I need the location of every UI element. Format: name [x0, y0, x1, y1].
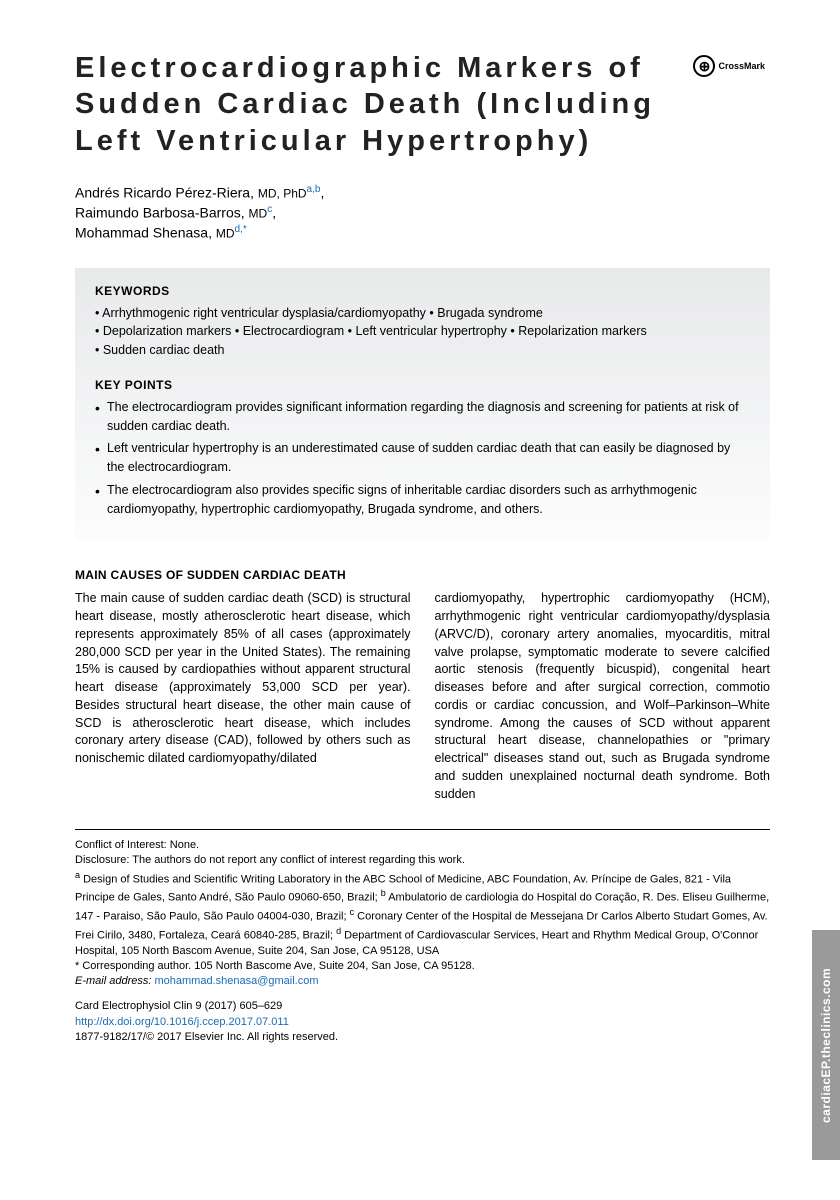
author-list: Andrés Ricardo Pérez-Riera, MD, PhDa,b, …	[75, 183, 770, 244]
footnote-separator	[75, 829, 770, 830]
crossmark-label: CrossMark	[718, 61, 765, 71]
crossmark-icon: ⊕	[693, 55, 715, 77]
conflict-line: Conflict of Interest: None.	[75, 838, 770, 853]
aff-sup-a: a	[75, 870, 80, 880]
crossmark-badge[interactable]: ⊕ CrossMark	[693, 55, 765, 77]
author-line: Andrés Ricardo Pérez-Riera, MD, PhDa,b,	[75, 183, 770, 203]
affiliations-text: a Design of Studies and Scientific Writi…	[75, 869, 770, 959]
citation-line: Card Electrophysiol Clin 9 (2017) 605–62…	[75, 999, 770, 1014]
keywords-heading: KEYWORDS	[95, 284, 750, 298]
author-aff-sup: c	[267, 204, 272, 215]
doi-link[interactable]: http://dx.doi.org/10.1016/j.ccep.2017.07…	[75, 1016, 289, 1028]
section-heading: MAIN CAUSES OF SUDDEN CARDIAC DEATH	[75, 568, 770, 582]
body-columns: The main cause of sudden cardiac death (…	[75, 590, 770, 803]
author-line: Raimundo Barbosa-Barros, MDc,	[75, 203, 770, 223]
email-label: E-mail address:	[75, 975, 151, 987]
author-degrees: MD, PhD	[258, 186, 307, 200]
keypoints-heading: KEY POINTS	[95, 378, 750, 392]
aff-sup-c: c	[350, 907, 355, 917]
article-title: Electrocardiographic Markers of Sudden C…	[75, 50, 715, 159]
author-aff-sup: a,b	[307, 184, 321, 195]
keypoints-list: The electrocardiogram provides significa…	[95, 398, 750, 519]
author-degrees: MD	[216, 227, 235, 241]
author-name: Mohammad Shenasa	[75, 225, 208, 241]
keypoint-item: Left ventricular hypertrophy is an under…	[95, 439, 750, 477]
copyright-line: 1877-9182/17/© 2017 Elsevier Inc. All ri…	[75, 1030, 770, 1045]
citation-meta: Card Electrophysiol Clin 9 (2017) 605–62…	[75, 999, 770, 1045]
author-name: Raimundo Barbosa-Barros	[75, 205, 241, 221]
aff-sup-b: b	[381, 888, 386, 898]
body-col-right: cardiomyopathy, hypertrophic cardiomyopa…	[435, 590, 771, 803]
author-name: Andrés Ricardo Pérez-Riera	[75, 184, 250, 200]
author-line: Mohammad Shenasa, MDd,*	[75, 223, 770, 243]
keywords-line: • Arrhythmogenic right ventricular dyspl…	[95, 304, 750, 323]
keypoint-item: The electrocardiogram provides significa…	[95, 398, 750, 436]
email-link[interactable]: mohammad.shenasa@gmail.com	[154, 975, 318, 987]
body-col-left: The main cause of sudden cardiac death (…	[75, 590, 411, 803]
aff-sup-d: d	[336, 926, 341, 936]
corresponding-line: * Corresponding author. 105 North Bascom…	[75, 959, 770, 974]
footnotes-block: Conflict of Interest: None. Disclosure: …	[75, 838, 770, 989]
highlights-box: KEYWORDS • Arrhythmogenic right ventricu…	[75, 268, 770, 541]
keywords-line: • Depolarization markers • Electrocardio…	[95, 322, 750, 341]
author-aff-sup: d,*	[235, 224, 247, 235]
author-degrees: MD	[249, 207, 268, 221]
keypoint-item: The electrocardiogram also provides spec…	[95, 481, 750, 519]
keywords-line: • Sudden cardiac death	[95, 341, 750, 360]
page-container: ⊕ CrossMark Electrocardiographic Markers…	[0, 0, 840, 1086]
disclosure-line: Disclosure: The authors do not report an…	[75, 853, 770, 868]
email-line: E-mail address: mohammad.shenasa@gmail.c…	[75, 974, 770, 989]
journal-side-tab[interactable]: cardiacEP.theclinics.com	[812, 930, 840, 1160]
keywords-list: • Arrhythmogenic right ventricular dyspl…	[95, 304, 750, 360]
